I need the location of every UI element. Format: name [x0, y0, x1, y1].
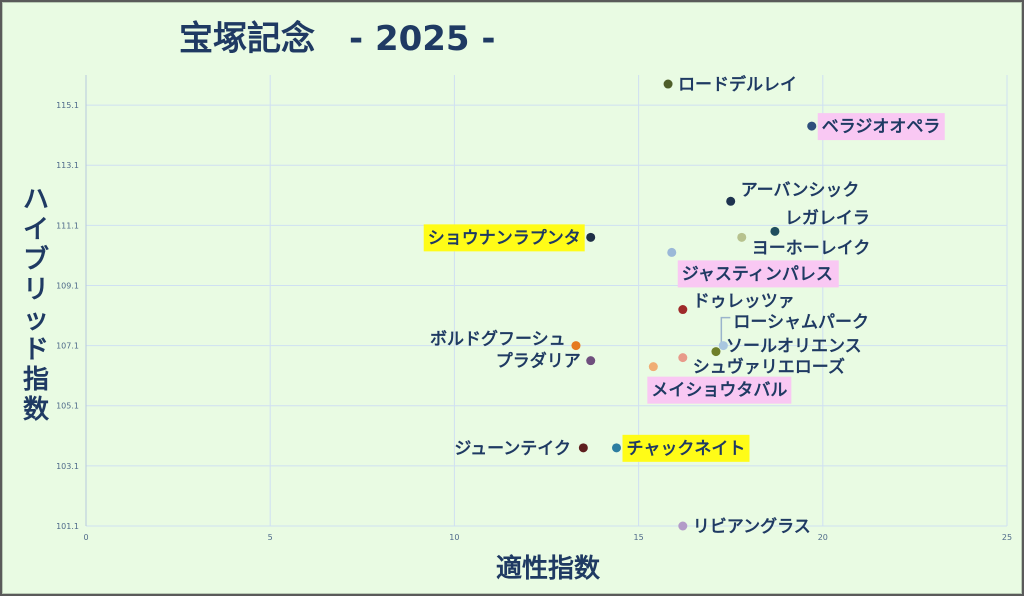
y-tick-label: 109.1	[56, 281, 79, 290]
x-tick-label: 20	[818, 533, 828, 542]
data-point	[737, 232, 747, 242]
data-point	[770, 226, 780, 236]
y-tick-label: 107.1	[56, 342, 79, 351]
label-highlight	[622, 434, 750, 462]
data-point-label: ヨーホーレイク	[752, 238, 871, 258]
y-tick-label: 105.1	[56, 402, 79, 411]
data-point-label: ジャスティンパレス	[682, 264, 833, 284]
scatter-chart: 宝塚記念 - 2025 - 0 5 10 15 20 25 101.1 103.1 105.1…	[23, 19, 1012, 584]
data-point	[578, 443, 588, 453]
data-point	[586, 232, 596, 242]
x-axis-ticks: 0 5 10 15 20 25	[83, 533, 1012, 542]
data-point	[571, 341, 581, 351]
label-highlight	[647, 376, 792, 404]
y-tick-label: 103.1	[56, 462, 79, 471]
data-point-group: チャックネイト	[611, 434, 750, 462]
data-point-label: ロードデルレイ	[678, 74, 797, 95]
data-point	[648, 362, 658, 372]
label-highlight	[677, 260, 839, 288]
data-point	[663, 79, 673, 89]
label-highlight	[817, 113, 945, 141]
data-point-group: ジューンテイク	[454, 439, 588, 459]
data-point-group: リビアングラス	[678, 516, 811, 537]
chart-title: 宝塚記念 - 2025 -	[179, 19, 496, 59]
leader-line	[720, 316, 731, 343]
y-tick-label: 113.1	[56, 161, 79, 170]
data-point	[678, 305, 688, 315]
data-point-group: ロードデルレイ	[663, 74, 797, 95]
data-point-group: ボルドグフーシュ	[430, 329, 581, 351]
data-point-label: ソールオリエンス	[726, 337, 862, 357]
data-point-group: ショウナンラプンタ	[423, 224, 596, 252]
data-point-group: ローシャムパーク	[718, 313, 869, 351]
data-point-label: ショウナンラプンタ	[428, 227, 581, 248]
data-point-label: レガレイラ	[785, 208, 870, 228]
data-point	[678, 521, 688, 531]
data-point-label: リビアングラス	[693, 516, 811, 537]
x-tick-label: 15	[634, 533, 644, 542]
data-point-label: ベラジオオペラ	[822, 117, 941, 137]
data-point-group: シュヴァリエローズ	[678, 353, 845, 378]
data-point	[718, 341, 728, 351]
data-point-group: ジャスティンパレス	[667, 247, 839, 288]
data-point-group: レガレイラ	[770, 208, 870, 236]
grid	[85, 75, 1008, 527]
data-point-label: ローシャムパーク	[733, 313, 869, 333]
data-point-group: アーバンシック	[726, 180, 859, 206]
data-point	[711, 347, 721, 357]
data-point	[726, 196, 736, 206]
data-point-group: ドゥレッツァ	[678, 292, 795, 315]
data-point	[586, 356, 596, 366]
y-tick-label: 115.1	[56, 101, 79, 110]
x-tick-label: 10	[449, 533, 459, 542]
data-point-label: シュヴァリエローズ	[693, 357, 845, 378]
data-point	[667, 247, 677, 257]
x-tick-label: 25	[1002, 533, 1012, 542]
data-point-label: チャックネイト	[626, 439, 745, 459]
label-highlight	[423, 224, 585, 252]
data-point-label: アーバンシック	[741, 180, 860, 200]
y-tick-label: 111.1	[56, 221, 79, 230]
data-point-label: メイショウタバル	[651, 381, 787, 401]
data-point-group: ヨーホーレイク	[737, 232, 871, 258]
data-point-label: ボルドグフーシュ	[430, 329, 566, 350]
data-point	[611, 443, 621, 453]
x-axis-label: 適性指数	[496, 553, 601, 584]
x-tick-label: 0	[83, 533, 88, 542]
data-point-group: ソールオリエンス	[711, 337, 862, 357]
data-point-group: ベラジオオペラ	[807, 113, 945, 141]
data-point-group: プラダリア	[496, 351, 596, 372]
x-tick-label: 5	[268, 533, 273, 542]
data-point-label: プラダリア	[496, 351, 581, 372]
y-axis-ticks: 101.1 103.1 105.1 107.1 109.1 111.1 113.1 115.1	[56, 101, 79, 531]
data-point-label: ジューンテイク	[454, 439, 571, 459]
data-point-label: ドゥレッツァ	[693, 292, 795, 312]
y-tick-label: 101.1	[56, 522, 79, 531]
data-point	[807, 121, 817, 131]
y-axis-label: ハイブリッド指数	[23, 185, 50, 425]
data-point-group: メイショウタバル	[647, 362, 792, 404]
data-point	[678, 353, 688, 363]
